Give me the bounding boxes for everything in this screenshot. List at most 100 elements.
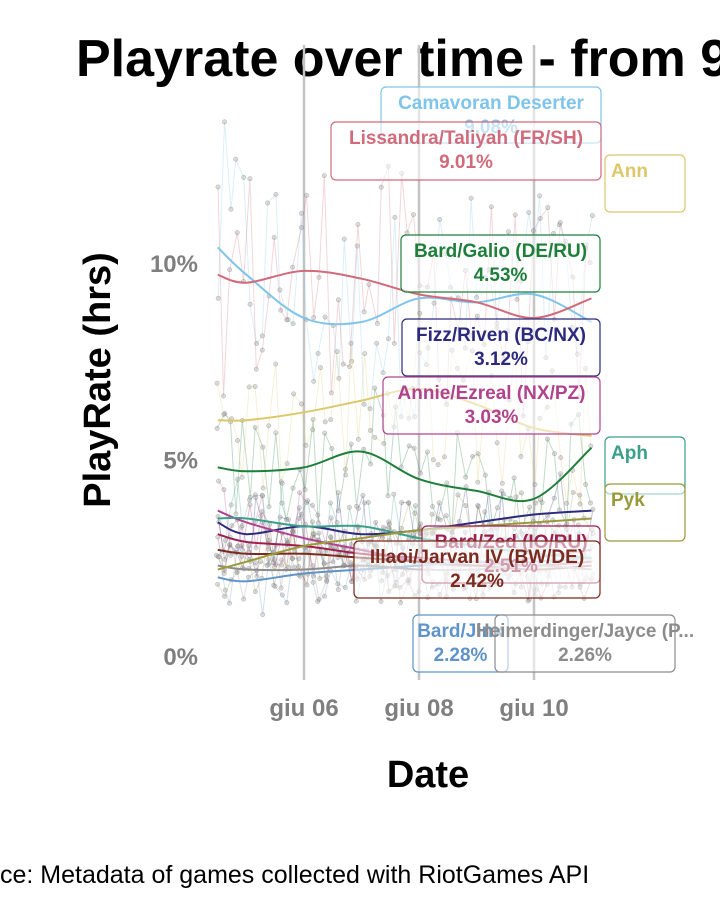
series-label-value: 2.42% xyxy=(450,571,504,592)
raw-point xyxy=(259,347,265,353)
raw-point xyxy=(499,488,505,494)
raw-point xyxy=(365,499,371,505)
raw-point xyxy=(228,502,234,508)
raw-point xyxy=(279,557,285,563)
raw-point xyxy=(298,511,304,517)
raw-point xyxy=(577,501,583,507)
raw-point xyxy=(411,445,417,451)
raw-point xyxy=(418,470,423,476)
raw-point xyxy=(246,574,251,580)
raw-point xyxy=(304,582,310,588)
raw-point xyxy=(494,505,500,511)
raw-point xyxy=(260,444,266,450)
series-label: Annie/Ezreal (NX/PZ) 3.03% xyxy=(382,376,601,435)
raw-point xyxy=(328,534,334,540)
raw-point xyxy=(239,553,245,559)
raw-point xyxy=(290,264,296,270)
raw-point xyxy=(442,454,447,460)
raw-point xyxy=(341,236,347,242)
raw-point xyxy=(310,417,316,422)
raw-point xyxy=(348,340,354,346)
raw-point xyxy=(330,559,336,565)
raw-point xyxy=(545,436,550,442)
raw-point xyxy=(514,296,520,302)
raw-point xyxy=(227,600,232,606)
raw-point xyxy=(551,451,557,457)
raw-point xyxy=(590,507,596,512)
raw-point xyxy=(222,593,228,599)
raw-point xyxy=(214,425,220,431)
x-axis-ticks: giu 06 giu 08 giu 10 xyxy=(269,695,568,722)
chart-caption: ce: Metadata of games collected with Rio… xyxy=(0,861,589,889)
raw-point xyxy=(303,442,309,448)
raw-point xyxy=(278,307,284,313)
series-label: Lissandra/Taliyah (FR/SH) 9.01% xyxy=(330,121,602,181)
raw-point xyxy=(253,560,259,566)
raw-point xyxy=(271,582,277,588)
raw-point xyxy=(299,401,304,407)
raw-point xyxy=(266,557,272,563)
y-axis-title: PlayRate (hrs) xyxy=(77,252,119,508)
raw-point xyxy=(372,434,378,440)
raw-point xyxy=(435,462,441,468)
series-label-value: 3.03% xyxy=(465,407,519,428)
raw-point xyxy=(564,500,570,506)
raw-point xyxy=(239,523,245,529)
raw-point xyxy=(318,365,323,371)
series-label-value: 3.12% xyxy=(474,349,528,370)
raw-point xyxy=(527,504,533,510)
raw-point xyxy=(228,552,234,558)
raw-point xyxy=(310,519,315,525)
raw-point xyxy=(324,577,330,583)
raw-point xyxy=(234,230,240,236)
raw-point xyxy=(518,454,524,459)
raw-point xyxy=(583,481,589,487)
series-label: Fizz/Riven (BC/NX) 3.12% xyxy=(401,318,601,377)
raw-point xyxy=(247,176,253,182)
raw-point xyxy=(234,570,240,576)
y-tick-label: 0% xyxy=(163,644,198,671)
raw-point xyxy=(361,309,367,315)
raw-point xyxy=(277,287,283,293)
raw-point xyxy=(297,490,303,496)
raw-point xyxy=(273,430,279,436)
raw-point xyxy=(315,520,321,526)
raw-point xyxy=(246,384,252,390)
raw-point xyxy=(214,380,220,386)
raw-point xyxy=(557,471,563,477)
raw-point xyxy=(539,500,545,505)
raw-point xyxy=(385,493,391,499)
raw-point xyxy=(311,573,316,579)
raw-point xyxy=(381,441,387,446)
raw-point xyxy=(463,503,469,509)
series-label: Ann xyxy=(604,154,686,213)
raw-point xyxy=(385,336,391,342)
raw-point xyxy=(239,547,245,553)
raw-point xyxy=(366,282,372,287)
raw-point xyxy=(391,340,397,346)
raw-point xyxy=(278,585,284,591)
raw-point xyxy=(285,517,291,522)
raw-point xyxy=(252,384,258,389)
raw-point xyxy=(327,500,333,506)
raw-point xyxy=(353,598,359,604)
series-label-box xyxy=(330,121,602,181)
x-tick-label: giu 08 xyxy=(384,695,453,722)
raw-point xyxy=(362,351,368,357)
raw-point xyxy=(252,589,258,595)
raw-point xyxy=(229,523,235,529)
raw-point xyxy=(322,593,327,599)
raw-point xyxy=(348,441,354,447)
series-label-box xyxy=(604,154,686,213)
raw-point xyxy=(227,541,233,547)
series-label-name: Annie/Ezreal (NX/PZ) xyxy=(398,383,586,404)
raw-point xyxy=(431,300,437,306)
raw-point xyxy=(260,493,265,499)
raw-point xyxy=(335,508,341,514)
series-label-name: Fizz/Riven (BC/NX) xyxy=(416,325,586,346)
raw-point xyxy=(398,525,404,531)
raw-point xyxy=(298,210,304,216)
trend-line xyxy=(217,446,593,503)
raw-point xyxy=(367,427,373,433)
raw-point xyxy=(355,221,361,227)
